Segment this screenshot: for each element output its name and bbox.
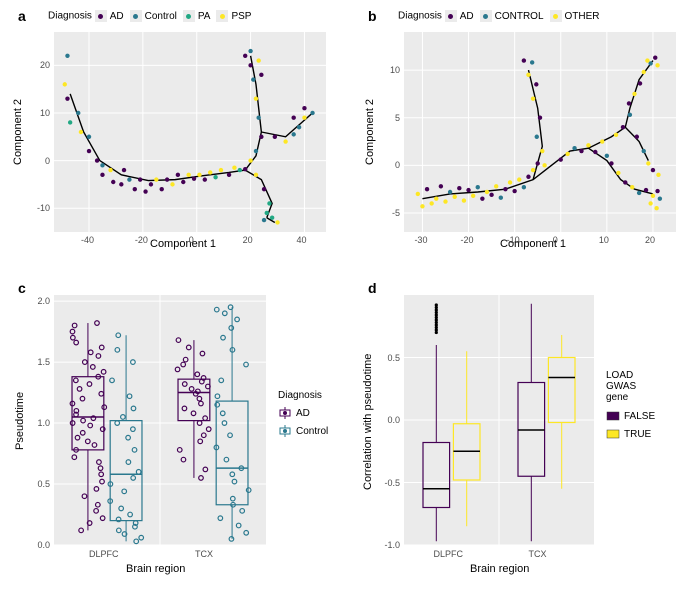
panel-a-legend: Diagnosis AD Control PA PSP: [48, 10, 257, 22]
ytick-label: 1.0: [28, 418, 50, 428]
xtick-label: -20: [135, 235, 148, 245]
panel-b-ylabel: Component 2: [364, 99, 376, 165]
legend-item: AD: [278, 406, 328, 420]
legend-item: AD: [95, 10, 124, 22]
panel-b-plot: [404, 32, 676, 232]
xtick-label: 0: [189, 235, 194, 245]
legend-item: FALSE: [606, 409, 655, 423]
ytick-label: 0: [382, 160, 400, 170]
ytick-label: -5: [382, 208, 400, 218]
panel-a-plot: [54, 32, 326, 232]
legend-item: TRUE: [606, 427, 655, 441]
ytick-label: 0.5: [378, 353, 400, 363]
ytick-label: 10: [382, 65, 400, 75]
ytick-label: -10: [32, 203, 50, 213]
xtick-label: 40: [296, 235, 306, 245]
panel-a-ylabel: Component 2: [12, 99, 24, 165]
legend-title: Diagnosis: [278, 390, 334, 401]
ytick-label: -1.0: [378, 540, 400, 550]
legend-item: PSP: [216, 10, 251, 22]
ytick-label: 0.0: [28, 540, 50, 550]
panel-b-legend: Diagnosis AD CONTROL OTHER: [398, 10, 606, 22]
xtick-label: 20: [645, 235, 655, 245]
xtick-label: DLPFC: [434, 549, 464, 559]
panel-c-label: c: [18, 280, 26, 296]
xtick-label: 10: [599, 235, 609, 245]
legend-title: Diagnosis: [48, 11, 92, 22]
legend-item: PA: [183, 10, 211, 22]
panel-c-xlabel: Brain region: [126, 563, 185, 575]
ytick-label: 1.5: [28, 357, 50, 367]
ytick-label: 20: [32, 60, 50, 70]
xtick-label: -30: [414, 235, 427, 245]
ytick-label: 0.0: [378, 415, 400, 425]
ytick-label: 10: [32, 108, 50, 118]
xtick-label: TCX: [529, 549, 547, 559]
xtick-label: 0: [553, 235, 558, 245]
panel-d-plot: [404, 295, 594, 545]
panel-c-legend: Diagnosis AD Control: [278, 390, 334, 442]
ytick-label: -0.5: [378, 478, 400, 488]
panel-c-ylabel: Pseudotime: [14, 392, 26, 450]
xtick-label: -10: [507, 235, 520, 245]
legend-item: Control: [278, 424, 328, 438]
panel-d-xlabel: Brain region: [470, 563, 529, 575]
ytick-label: 2.0: [28, 296, 50, 306]
panel-c-plot: [54, 295, 266, 545]
xtick-label: 20: [243, 235, 253, 245]
ytick-label: 5: [382, 113, 400, 123]
legend-title: Diagnosis: [398, 11, 442, 22]
legend-title: LOAD GWAS gene: [606, 370, 661, 403]
panel-a-label: a: [18, 8, 26, 24]
xtick-label: DLPFC: [89, 549, 119, 559]
panel-b-label: b: [368, 8, 377, 24]
ytick-label: 0: [32, 156, 50, 166]
xtick-label: TCX: [195, 549, 213, 559]
legend-item: CONTROL: [480, 10, 544, 22]
legend-item: Control: [130, 10, 177, 22]
panel-d-ylabel: Correlation with pseudotime: [362, 354, 374, 490]
legend-item: OTHER: [550, 10, 600, 22]
xtick-label: -20: [461, 235, 474, 245]
panel-d-legend: LOAD GWAS gene FALSE TRUE: [606, 370, 661, 445]
panel-a-xlabel: Component 1: [150, 238, 216, 250]
legend-item: AD: [445, 10, 474, 22]
panel-d-label: d: [368, 280, 377, 296]
xtick-label: -40: [81, 235, 94, 245]
ytick-label: 0.5: [28, 479, 50, 489]
